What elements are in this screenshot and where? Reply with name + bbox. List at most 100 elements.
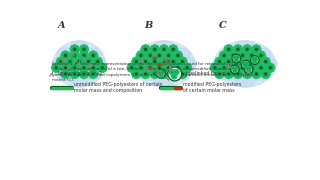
Circle shape [70,72,74,76]
Circle shape [170,46,173,49]
Circle shape [171,60,175,64]
Circle shape [248,70,249,71]
Circle shape [145,61,146,62]
Text: crosslinked nanoparticle: crosslinked nanoparticle [183,71,241,76]
Circle shape [182,73,183,75]
Circle shape [157,51,161,55]
Circle shape [247,68,249,69]
Circle shape [216,58,220,62]
Circle shape [247,71,249,72]
Circle shape [139,51,143,55]
Circle shape [216,62,220,65]
Circle shape [255,61,257,62]
Circle shape [142,46,146,49]
Circle shape [252,64,255,68]
Circle shape [150,48,154,51]
Circle shape [70,48,74,51]
Circle shape [234,68,236,69]
Circle shape [168,67,169,69]
Circle shape [241,51,244,55]
Circle shape [159,73,161,75]
Circle shape [73,69,76,73]
Circle shape [178,64,181,68]
Circle shape [180,60,184,64]
Circle shape [131,67,132,69]
Circle shape [266,74,269,78]
Circle shape [147,52,150,55]
Circle shape [153,47,157,51]
Circle shape [139,66,143,70]
Circle shape [261,64,265,68]
Circle shape [173,66,177,70]
Circle shape [248,68,250,69]
Circle shape [249,70,251,71]
Circle shape [248,72,252,76]
Circle shape [163,48,165,50]
Circle shape [132,62,136,65]
Circle shape [148,66,152,70]
Circle shape [83,55,85,56]
Circle shape [162,72,164,74]
Circle shape [156,64,159,68]
Circle shape [82,69,86,73]
Circle shape [236,47,240,51]
Circle shape [157,66,161,70]
Circle shape [142,49,146,53]
Circle shape [250,68,251,70]
Circle shape [157,56,161,60]
Circle shape [150,64,154,68]
Circle shape [169,71,172,73]
Circle shape [77,57,81,61]
Circle shape [211,68,215,71]
Circle shape [170,74,173,78]
Circle shape [142,74,146,78]
Circle shape [222,56,226,60]
Circle shape [174,60,178,64]
Circle shape [256,58,260,62]
Circle shape [239,60,243,64]
Circle shape [101,67,103,69]
Circle shape [187,68,191,71]
Circle shape [164,74,168,78]
Circle shape [153,57,157,60]
Circle shape [169,68,172,71]
Circle shape [176,66,180,70]
Circle shape [156,55,159,59]
Circle shape [94,72,98,76]
Circle shape [218,75,221,78]
Circle shape [224,72,228,76]
Circle shape [176,54,180,57]
Circle shape [233,72,237,76]
Circle shape [75,52,78,55]
Circle shape [235,69,236,71]
Circle shape [70,58,74,62]
Circle shape [157,69,161,72]
Circle shape [232,66,234,68]
Circle shape [254,75,258,78]
Circle shape [237,61,239,62]
Circle shape [255,62,256,63]
Circle shape [254,62,258,66]
Circle shape [268,69,272,72]
Circle shape [99,64,102,68]
Circle shape [89,64,93,68]
Circle shape [172,62,175,66]
Circle shape [157,70,165,78]
Circle shape [155,62,158,65]
Circle shape [180,62,184,66]
Circle shape [65,67,66,69]
Circle shape [167,62,171,66]
Circle shape [89,52,93,55]
Circle shape [79,48,83,51]
Circle shape [182,74,186,78]
Circle shape [159,61,163,65]
Circle shape [75,68,78,71]
Circle shape [253,60,255,61]
Circle shape [245,62,249,66]
Circle shape [132,72,135,76]
Circle shape [91,69,95,73]
Circle shape [229,54,233,57]
Circle shape [141,52,145,55]
Circle shape [82,63,86,67]
Circle shape [216,66,219,70]
